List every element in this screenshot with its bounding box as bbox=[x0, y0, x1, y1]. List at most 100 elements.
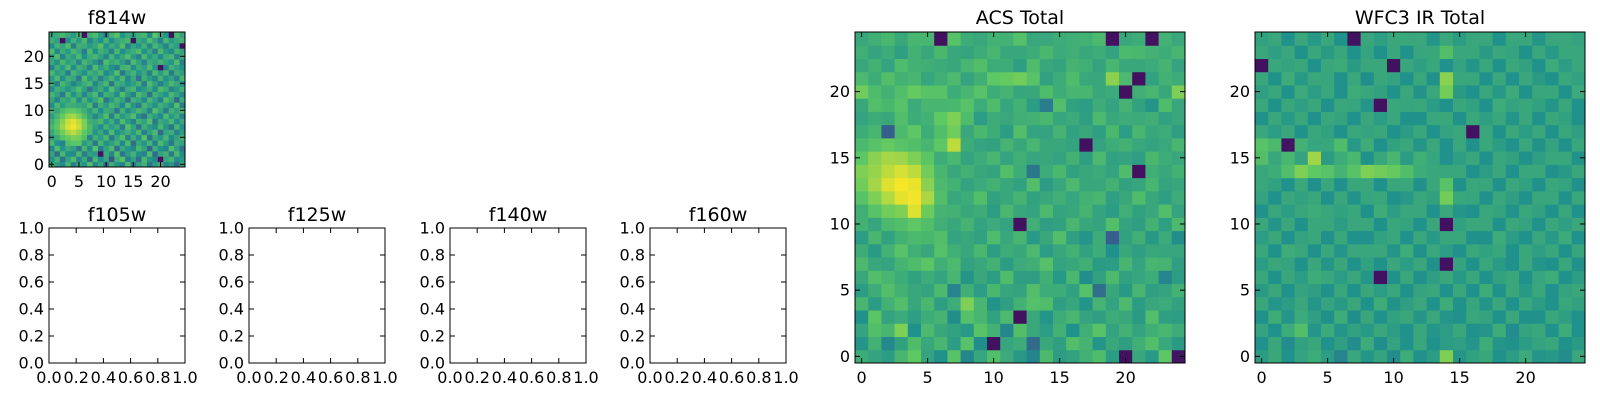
heatmap-cell bbox=[1334, 190, 1348, 205]
heatmap-cell bbox=[1519, 32, 1533, 46]
heatmap-cell bbox=[1000, 204, 1014, 218]
heatmap-cell bbox=[103, 64, 110, 71]
heatmap-cell bbox=[1066, 164, 1080, 179]
heatmap-cell bbox=[1307, 283, 1322, 298]
heatmap-cell bbox=[168, 64, 175, 71]
heatmap-cell bbox=[114, 53, 121, 60]
heatmap-cell bbox=[1387, 164, 1401, 179]
heatmap-cell bbox=[1268, 336, 1282, 351]
heatmap-cell bbox=[168, 123, 175, 130]
heatmap-cell bbox=[146, 80, 153, 87]
heatmap-cell bbox=[141, 42, 148, 49]
heatmap-cell bbox=[1571, 257, 1586, 271]
heatmap-cell bbox=[1079, 217, 1094, 232]
heatmap-cell bbox=[59, 96, 66, 103]
heatmap-cell bbox=[97, 150, 104, 157]
heatmap-cell bbox=[163, 59, 170, 65]
heatmap-cell bbox=[868, 32, 882, 46]
heatmap-cell bbox=[1145, 230, 1160, 245]
heatmap-cell bbox=[1294, 230, 1309, 245]
heatmap-cell bbox=[1321, 164, 1335, 179]
heatmap-cell bbox=[108, 32, 115, 38]
heatmap-cell bbox=[1013, 84, 1028, 99]
heatmap-cell bbox=[1132, 283, 1146, 298]
heatmap-cell bbox=[87, 102, 94, 109]
heatmap-acs-total bbox=[855, 32, 1186, 364]
heatmap-cell bbox=[1545, 310, 1560, 324]
heatmap-cell bbox=[1545, 323, 1560, 338]
heatmap-cell bbox=[1026, 217, 1041, 232]
heatmap-cell bbox=[1413, 336, 1428, 351]
heatmap-cell bbox=[1171, 349, 1186, 364]
heatmap-cell bbox=[1119, 349, 1133, 364]
heatmap-cell bbox=[894, 137, 909, 152]
heatmap-cell bbox=[119, 75, 126, 82]
heatmap-cell bbox=[907, 124, 922, 139]
heatmap-cell bbox=[108, 150, 115, 157]
heatmap-cell bbox=[174, 156, 181, 163]
y-tick-label: 0.6 bbox=[219, 273, 244, 292]
heatmap-cell bbox=[1066, 84, 1080, 99]
heatmap-cell bbox=[1079, 336, 1094, 351]
heatmap-cell bbox=[130, 53, 137, 60]
heatmap-cell bbox=[1545, 190, 1560, 205]
heatmap-cell bbox=[921, 124, 935, 139]
heatmap-cell bbox=[136, 59, 142, 65]
heatmap-cell bbox=[174, 96, 181, 103]
panel-title-f105w: f105w bbox=[88, 204, 147, 226]
heatmap-cell bbox=[1039, 32, 1054, 46]
heatmap-cell bbox=[960, 164, 975, 179]
heatmap-cell bbox=[76, 118, 83, 125]
heatmap-cell bbox=[1571, 243, 1586, 258]
heatmap-cell bbox=[1321, 111, 1335, 126]
heatmap-cell bbox=[1373, 124, 1388, 139]
heatmap-cell bbox=[1066, 45, 1080, 59]
heatmap-cell bbox=[921, 32, 935, 46]
heatmap-cell bbox=[81, 129, 88, 136]
heatmap-cell bbox=[1426, 71, 1441, 86]
heatmap-cell bbox=[1334, 243, 1348, 258]
heatmap-cell bbox=[1281, 137, 1296, 152]
heatmap-cell bbox=[987, 84, 1001, 99]
heatmap-cell bbox=[1558, 98, 1573, 112]
heatmap-cell bbox=[907, 164, 922, 179]
heatmap-cell bbox=[1571, 124, 1586, 139]
heatmap-cell bbox=[114, 64, 121, 71]
heatmap-cell bbox=[97, 48, 104, 55]
heatmap-cell bbox=[1373, 32, 1388, 46]
heatmap-cell bbox=[152, 156, 159, 163]
heatmap-cell bbox=[174, 91, 181, 98]
heatmap-cell bbox=[1268, 204, 1282, 218]
heatmap-cell bbox=[1505, 283, 1520, 298]
heatmap-cell bbox=[1558, 204, 1573, 218]
heatmap-cell bbox=[1039, 283, 1054, 298]
y-tick-label: 1.0 bbox=[19, 219, 44, 238]
heatmap-cell bbox=[1413, 204, 1428, 218]
heatmap-cell bbox=[1558, 230, 1573, 245]
heatmap-cell bbox=[141, 80, 148, 87]
heatmap-cell bbox=[1505, 71, 1520, 86]
heatmap-cell bbox=[1026, 164, 1041, 179]
heatmap-cell bbox=[1268, 45, 1282, 59]
heatmap-cell bbox=[1439, 243, 1454, 258]
heatmap-cell bbox=[92, 80, 99, 87]
heatmap-cell bbox=[141, 134, 148, 141]
heatmap-cell bbox=[1571, 230, 1586, 245]
heatmap-cell bbox=[54, 48, 61, 55]
heatmap-cell bbox=[103, 37, 110, 44]
heatmap-cell bbox=[163, 161, 170, 168]
heatmap-cell bbox=[1066, 177, 1080, 192]
heatmap-cell bbox=[1558, 270, 1573, 285]
heatmap-cell bbox=[1039, 124, 1054, 139]
heatmap-cell bbox=[108, 86, 115, 92]
heatmap-cell bbox=[1426, 323, 1441, 338]
heatmap-cell bbox=[59, 69, 66, 76]
heatmap-cell bbox=[179, 118, 186, 125]
heatmap-cell bbox=[163, 42, 170, 49]
y-tick-label: 15 bbox=[1230, 148, 1250, 167]
heatmap-cell bbox=[1479, 296, 1494, 311]
heatmap-cell bbox=[1439, 71, 1454, 86]
heatmap-cell bbox=[1453, 84, 1467, 99]
heatmap-cell bbox=[1479, 151, 1494, 165]
